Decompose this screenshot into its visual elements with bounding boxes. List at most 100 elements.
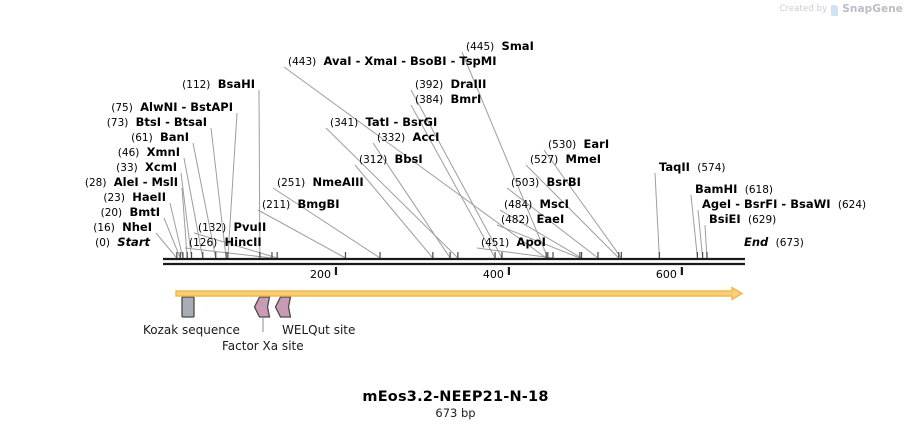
enzyme-leader-alwni-bstapi: [227, 112, 238, 259]
terminus-position: (0): [95, 237, 110, 249]
enzyme-label-nmeaiii[interactable]: (251) NmeAIII: [277, 176, 364, 189]
enzyme-position: (312): [359, 154, 388, 166]
feature-label-welqut[interactable]: WELQut site: [282, 323, 356, 337]
enzyme-name-separator: -: [777, 197, 791, 211]
enzyme-label-eaei[interactable]: (482) EaeI: [501, 213, 564, 226]
enzyme-name: TaqII: [659, 160, 690, 174]
enzyme-label-nhei[interactable]: (16) NheI: [93, 221, 152, 234]
enzyme-position: (16): [93, 222, 115, 234]
enzyme-label-acci[interactable]: (332) AccI: [377, 131, 439, 144]
orf-arrow: [175, 286, 744, 301]
enzyme-label-alwni-bstapi[interactable]: (75) AlwNI - BstAPI: [111, 101, 233, 114]
enzyme-label-taqii[interactable]: TaqII (574): [659, 161, 725, 174]
enzyme-name: XcmI: [145, 160, 177, 174]
enzyme-label-xcmi[interactable]: (33) XcmI: [116, 161, 177, 174]
enzyme-leader-mmei: [525, 164, 620, 259]
enzyme-name-separator: -: [731, 197, 744, 211]
enzyme-position: (624): [837, 199, 867, 211]
enzyme-name: BsiEI: [709, 212, 741, 226]
enzyme-label-avai-xmai-bsobi-tspmi[interactable]: (443) AvaI - XmaI - BsoBI - TspMI: [288, 55, 497, 68]
enzyme-leader-bmri: [410, 104, 496, 259]
enzyme-name: HincII: [224, 235, 262, 249]
enzyme-label-bani[interactable]: (61) BanI: [131, 131, 189, 144]
enzyme-leader-avai-xmai-bsobi-tspmi: [283, 66, 547, 259]
feature-label-factor-xa[interactable]: Factor Xa site: [222, 339, 304, 353]
enzyme-name: PvuII: [233, 220, 267, 234]
enzyme-label-bmri[interactable]: (384) BmrI: [415, 93, 481, 106]
enzyme-leader-pvuii: [193, 232, 278, 259]
enzyme-leader-taqii: [654, 172, 660, 259]
enzyme-name: EaeI: [536, 212, 565, 226]
enzyme-label-haeii[interactable]: (23) HaeII: [103, 191, 166, 204]
enzyme-position: (132): [198, 222, 227, 234]
enzyme-label-bbsi[interactable]: (312) BbsI: [359, 153, 423, 166]
feature-shape-factor-xa[interactable]: [253, 296, 271, 318]
enzyme-label-draiii[interactable]: (392) DraIII: [415, 78, 486, 91]
enzyme-label-bsrbi[interactable]: (503) BsrBI: [511, 176, 581, 189]
enzyme-label-xmni[interactable]: (46) XmnI: [118, 146, 180, 159]
orf-arrow-group: [175, 286, 744, 301]
enzyme-position: (530): [548, 139, 577, 151]
feature-shapes-group: [181, 296, 292, 318]
enzyme-position: (482): [501, 214, 530, 226]
ruler-scale-ticks: [176, 252, 708, 275]
feature-shape-welqut[interactable]: [274, 296, 292, 318]
enzyme-label-pvuii[interactable]: (132) PvuII: [198, 221, 266, 234]
enzyme-label-bsahi[interactable]: (112) BsaHI: [182, 78, 255, 91]
enzyme-leader-msci: [499, 209, 582, 259]
enzyme-leader-draiii: [410, 89, 503, 259]
enzyme-label-bamhi[interactable]: BamHI (618): [695, 183, 773, 196]
axis-group: [163, 257, 745, 266]
enzyme-leader-apoi: [476, 247, 554, 259]
terminus-name: Start: [117, 235, 150, 249]
enzyme-leader-bsrbi: [506, 187, 599, 259]
enzyme-label-msci[interactable]: (484) MscI: [504, 198, 569, 211]
ruler-tick-label-600: 600: [655, 268, 677, 281]
enzyme-name: AleI: [113, 175, 139, 189]
enzyme-label-bmti[interactable]: (20) BmtI: [101, 206, 160, 219]
feature-label-kozak[interactable]: Kozak sequence: [143, 323, 240, 337]
enzyme-name: AccI: [412, 130, 440, 144]
enzyme-label-btsi-btsai[interactable]: (73) BtsI - BtsaI: [107, 116, 207, 129]
enzyme-label-agei-bsrfi-bsawi[interactable]: AgeI - BsrFI - BsaWI (624): [702, 198, 866, 211]
watermark-prefix: Created by: [779, 4, 828, 14]
enzyme-position: (73): [106, 117, 129, 129]
feature-shape-kozak[interactable]: [181, 296, 195, 318]
enzyme-leader-agei-bsrfi-bsawi: [697, 209, 704, 259]
enzyme-leader-bmgbi: [257, 209, 346, 259]
enzyme-leader-xcmi: [180, 172, 193, 259]
enzyme-label-bsiei[interactable]: BsiEI (629): [709, 213, 776, 226]
enzyme-position: (211): [262, 199, 291, 211]
enzyme-position: (20): [100, 207, 123, 219]
enzyme-position: (392): [415, 79, 444, 91]
enzyme-label-alei-msli[interactable]: (28) AleI - MslI: [85, 176, 178, 189]
enzyme-position: (332): [377, 132, 406, 144]
enzyme-name: DraIII: [450, 77, 487, 91]
enzyme-name: BsrBI: [546, 175, 581, 189]
terminus-label-start: (0) Start: [95, 236, 150, 249]
enzyme-name: BsoBI: [410, 54, 447, 68]
ruler-tick-label-400: 400: [482, 268, 504, 281]
enzyme-leader-bmti: [163, 217, 181, 259]
enzyme-position: (33): [116, 162, 138, 174]
enzyme-name: MscI: [539, 197, 569, 211]
enzyme-label-apoi[interactable]: (451) ApoI: [481, 236, 546, 249]
enzyme-leader-bsahi: [258, 89, 261, 259]
enzyme-name: AlwNI: [140, 100, 178, 114]
enzyme-label-tati-bsrgi[interactable]: (341) TatI - BsrGI: [330, 116, 437, 129]
enzyme-name-separator: -: [351, 54, 365, 68]
enzyme-position: (384): [415, 94, 444, 106]
enzyme-name: BsrGI: [402, 115, 438, 129]
enzyme-label-smai[interactable]: (445) SmaI: [466, 40, 534, 53]
enzyme-leader-hincii: [184, 247, 273, 259]
enzyme-label-mmei[interactable]: (527) MmeI: [530, 153, 601, 166]
enzyme-name: BstAPI: [190, 100, 233, 114]
enzyme-position: (341): [330, 117, 359, 129]
enzyme-position: (527): [530, 154, 559, 166]
enzyme-label-eari[interactable]: (530) EarI: [548, 138, 609, 151]
enzyme-label-bmgbi[interactable]: (211) BmgBI: [262, 198, 340, 211]
enzyme-name: SmaI: [501, 39, 534, 53]
enzyme-label-hincii[interactable]: (126) HincII: [189, 236, 262, 249]
enzyme-position: (618): [744, 184, 773, 196]
